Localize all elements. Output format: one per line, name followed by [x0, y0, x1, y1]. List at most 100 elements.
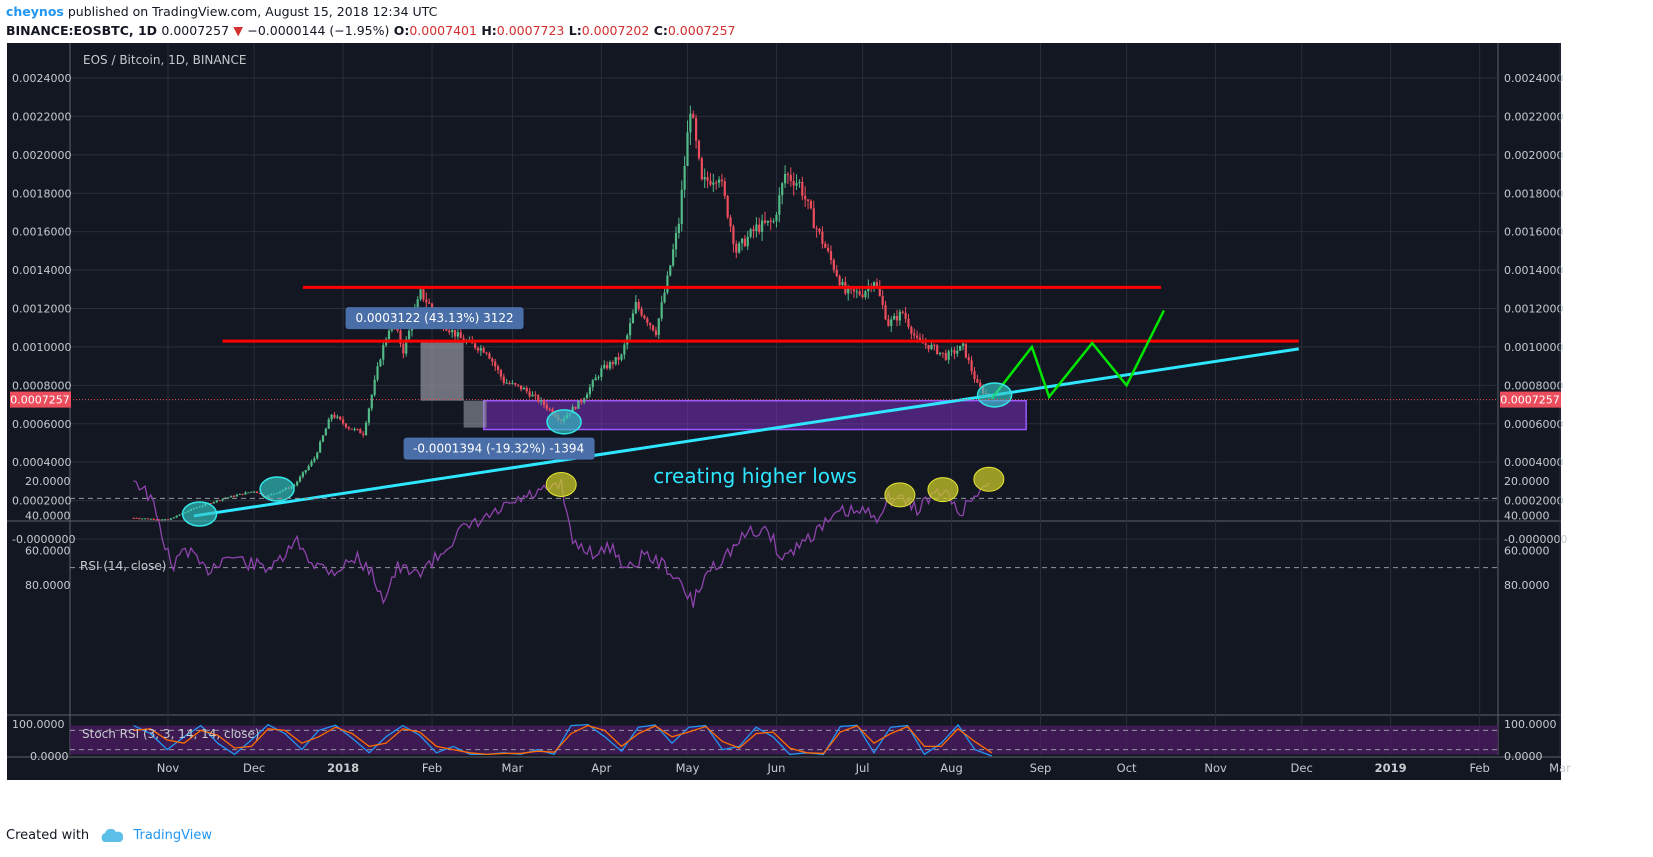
candle-body [832, 259, 835, 270]
candle-body [915, 335, 919, 338]
candle-body [304, 470, 307, 473]
candle-body [646, 318, 649, 323]
x-tick-label: Mar [502, 761, 524, 775]
candle-body [230, 495, 233, 498]
y-tick-label-right: 0.0006000 [1504, 418, 1564, 431]
candle-body [341, 419, 345, 424]
last-price-label-right: 0.0007257 [1500, 394, 1560, 407]
candle-body [594, 377, 597, 381]
y-tick-label-right: 0.0012000 [1504, 303, 1564, 316]
rsi-highlight-circle [927, 477, 959, 503]
candle-body [649, 322, 652, 326]
x-tick-label: Dec [243, 761, 265, 775]
y-tick-label-right: 0.0014000 [1504, 264, 1564, 277]
x-tick-label: Feb [422, 761, 442, 775]
last-price-tag-left [10, 391, 71, 408]
candle-body [692, 113, 695, 119]
candle-body [956, 350, 959, 354]
candle-body [362, 433, 365, 435]
candle-body [310, 461, 313, 466]
candle-body [511, 383, 514, 385]
candle-body [250, 491, 253, 493]
candle-body [448, 330, 451, 333]
candle-body [689, 113, 692, 133]
candle-body [729, 217, 732, 227]
x-tick-label: May [676, 761, 700, 775]
stoch-rsi-title: Stoch RSI (3, 3, 14, 14, close) [82, 727, 260, 741]
candle-body [631, 313, 635, 324]
candle-body [847, 288, 850, 294]
author-link[interactable]: cheynos [6, 4, 64, 19]
tradingview-link[interactable]: TradingView [133, 828, 212, 843]
created-with-text: Created with [6, 828, 90, 843]
candle-body [591, 380, 594, 388]
published-text: published on TradingView.com, August 15,… [67, 4, 438, 19]
candle-body [459, 332, 462, 339]
candle-body [666, 275, 669, 293]
candle-body [936, 345, 939, 354]
candle-body [944, 353, 947, 360]
candle-body [798, 181, 801, 184]
measure-up-label: 0.0003122 (43.13%) 3122 [355, 311, 513, 325]
candle-body [938, 352, 942, 354]
candle-body [795, 183, 798, 186]
candle-body [209, 503, 213, 505]
candle-body [296, 481, 299, 486]
candle-body [138, 518, 141, 520]
candle-body [319, 441, 322, 453]
candle-body [537, 395, 540, 402]
measure-down-label: -0.0001394 (-19.32%) -1394 [413, 442, 584, 456]
high-value: 0.0007723 [496, 23, 565, 38]
candle-body [298, 476, 302, 482]
candle-body [330, 414, 333, 420]
y-tick-label-left: 0.0014000 [12, 264, 72, 277]
stoch-tick-label-left: 0.0000 [30, 750, 69, 763]
candle-body [456, 332, 459, 337]
candle-body [841, 281, 844, 285]
candle-body [933, 344, 936, 346]
candle-body [821, 231, 824, 244]
candle-body [232, 495, 236, 497]
candle-body [672, 249, 675, 266]
candle-body [258, 493, 261, 495]
candle-body [583, 398, 586, 403]
stoch-d-line [133, 724, 993, 756]
candle-body [634, 301, 637, 314]
candle-body [789, 174, 792, 181]
open-label: O: [393, 23, 410, 38]
candle-body [976, 379, 979, 383]
last-price-label-left: 0.0007257 [10, 394, 70, 407]
candle-body [947, 351, 950, 360]
y-tick-label-left: 0.0006000 [12, 418, 72, 431]
candle-body [499, 370, 503, 377]
candle-body [356, 428, 359, 430]
publish-info: cheynos published on TradingView.com, Au… [6, 4, 437, 19]
candle-body [227, 497, 230, 499]
candle-body [628, 323, 632, 336]
candle-body [657, 318, 660, 335]
candle-body [548, 408, 551, 410]
candle-body [376, 366, 379, 380]
candle-body [600, 368, 603, 377]
rsi-title: RSI (14, close) [80, 559, 166, 573]
candle-body [824, 243, 827, 248]
candle-body [786, 173, 790, 175]
candle-body [255, 491, 259, 494]
candle-body [545, 405, 548, 409]
candle-body [827, 247, 830, 252]
rsi-tick-label-right: 60.0000 [1504, 544, 1550, 557]
y-tick-label-right: 0.0018000 [1504, 187, 1564, 200]
y-tick-label-right: 0.0024000 [1504, 72, 1564, 85]
candle-body [333, 414, 336, 418]
rsi-tick-label-left: 60.0000 [25, 544, 71, 557]
candle-body [531, 394, 534, 397]
candle-body [778, 195, 781, 215]
candle-body [709, 180, 712, 185]
candle-body [712, 182, 715, 185]
candle-body [809, 200, 813, 209]
candle-body [979, 382, 982, 387]
highlight-circle [181, 501, 218, 527]
candle-body [212, 501, 216, 504]
candle-body [890, 319, 893, 326]
